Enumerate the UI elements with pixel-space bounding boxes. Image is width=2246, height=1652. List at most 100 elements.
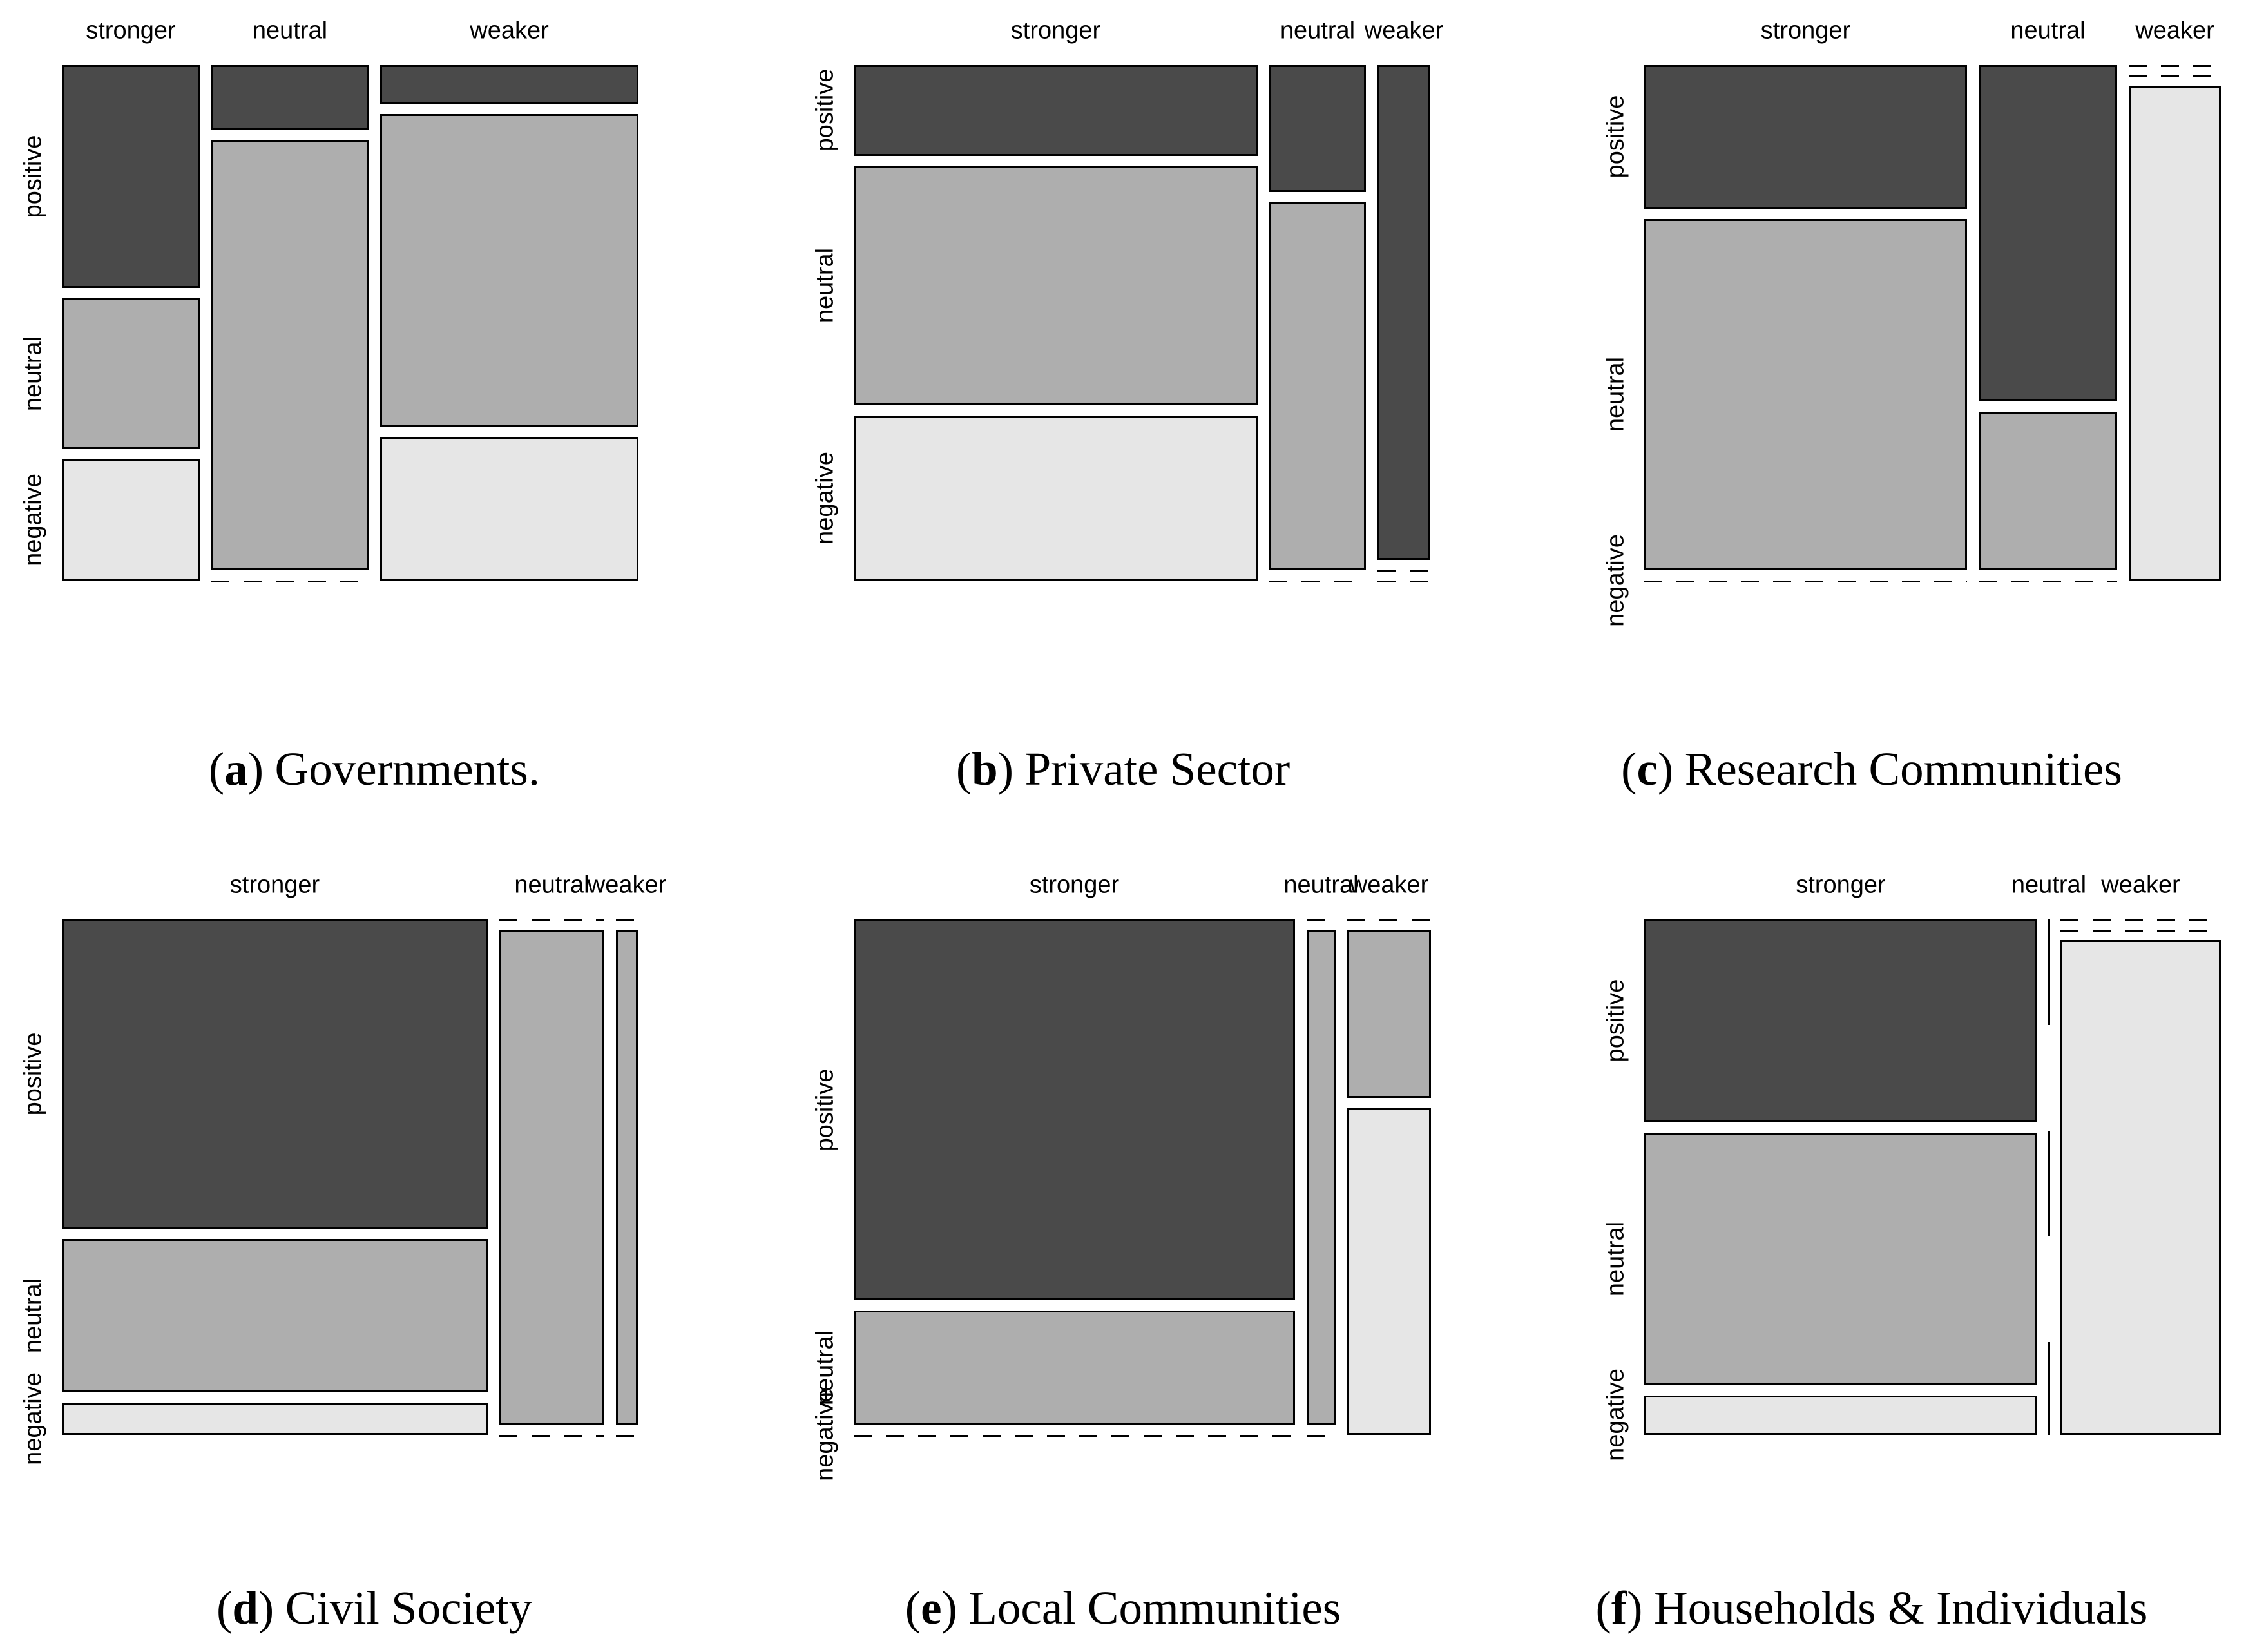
zero-cell-neutral-negative	[1269, 581, 1366, 582]
row-label-neutral: neutral	[1602, 356, 1629, 432]
caption-letter-d: d	[232, 1582, 258, 1634]
caption-letter-a: a	[224, 743, 248, 795]
col-label-stronger: stronger	[1029, 871, 1120, 899]
cell-weaker-positive	[1377, 65, 1430, 560]
col-label-neutral: neutral	[514, 871, 590, 899]
cell-neutral-neutral	[1269, 202, 1366, 570]
cell-weaker-positive	[380, 65, 638, 104]
cell-neutral-positive	[211, 65, 369, 130]
panel-b: stronger neutral weaker positive neutral nega…	[749, 0, 1497, 826]
cell-neutral-neutral	[499, 930, 604, 1425]
panel-caption-d: (d) Civil Society	[0, 1581, 749, 1635]
zero-cell-weaker-negative	[1377, 581, 1430, 582]
mosaic-plot-c: stronger neutral weaker positive neutral nega…	[1602, 17, 2221, 627]
open-paren: (	[905, 1582, 921, 1634]
caption-index-b: (b)	[956, 743, 1013, 795]
col-label-stronger: stronger	[1760, 17, 1851, 44]
zero-cell-weaker-neutral	[2129, 75, 2221, 77]
caption-text-e: Local Communities	[968, 1582, 1341, 1634]
close-paren: )	[1627, 1582, 1643, 1634]
col-label-stronger: stronger	[229, 871, 320, 899]
cell-stronger-neutral	[1644, 219, 1967, 570]
cell-stronger-positive	[854, 919, 1295, 1300]
mosaic-plot-f: stronger neutral weaker positive neutral nega…	[1602, 872, 2221, 1461]
caption-letter-f: f	[1611, 1582, 1627, 1634]
row-label-negative: negative	[1602, 534, 1629, 627]
close-paren: )	[997, 743, 1014, 795]
mosaic-plot-e: stronger neutral weaker positive neutral nega…	[812, 872, 1431, 1481]
zero-cell-weaker-positive	[2060, 919, 2221, 921]
panel-caption-e: (e) Local Communities	[749, 1581, 1497, 1635]
open-paren: (	[1595, 1582, 1611, 1634]
caption-letter-c: c	[1637, 743, 1658, 795]
row-label-positive: positive	[1602, 95, 1629, 178]
panel-d: stronger neutral weaker positive neutral nega…	[0, 826, 749, 1652]
row-label-positive: positive	[19, 1032, 47, 1116]
cell-stronger-neutral	[62, 298, 200, 449]
caption-index-a: (a)	[209, 743, 264, 795]
col-label-neutral: neutral	[1280, 17, 1356, 44]
row-label-negative: negative	[811, 452, 839, 544]
cell-neutral-neutral	[1979, 412, 2117, 570]
zero-cell-neutral-positive	[499, 919, 604, 921]
cell-stronger-negative	[1644, 1396, 2037, 1435]
col-label-neutral: neutral	[252, 17, 328, 44]
open-paren: (	[1621, 743, 1637, 795]
cell-stronger-negative	[62, 1403, 488, 1435]
zero-width-column-segment-neutral-2	[2048, 1342, 2050, 1435]
close-paren: )	[258, 1582, 274, 1634]
mosaic-plot-d: stronger neutral weaker positive neutral nega…	[20, 872, 667, 1465]
col-label-weaker: weaker	[2101, 871, 2180, 899]
cell-stronger-positive	[62, 65, 200, 288]
zero-cell-weaker-positive	[616, 919, 638, 921]
col-label-stronger: stronger	[1010, 17, 1101, 44]
col-label-weaker: weaker	[1349, 871, 1429, 899]
cell-stronger-neutral	[1644, 1133, 2037, 1385]
caption-text-d: Civil Society	[285, 1582, 532, 1634]
open-paren: (	[955, 743, 972, 795]
row-label-negative: negative	[811, 1388, 839, 1481]
zero-cell-weaker-negative	[616, 1435, 638, 1437]
zero-width-column-segment-neutral-1	[2048, 1131, 2050, 1236]
cell-weaker-negative	[1347, 1108, 1431, 1435]
cell-weaker-neutral	[1347, 930, 1431, 1098]
col-label-weaker: weaker	[587, 871, 667, 899]
row-label-neutral: neutral	[1602, 1221, 1629, 1297]
cell-weaker-neutral	[380, 114, 638, 427]
cell-stronger-positive	[854, 65, 1258, 156]
col-label-stronger: stronger	[1796, 871, 1886, 899]
zero-cell-neutral-negative	[211, 581, 369, 582]
caption-index-c: (c)	[1621, 743, 1673, 795]
caption-letter-b: b	[972, 743, 998, 795]
zero-cell-weaker-positive	[1347, 919, 1431, 921]
caption-letter-e: e	[921, 1582, 942, 1634]
cell-stronger-neutral	[854, 1311, 1295, 1425]
close-paren: )	[1657, 743, 1674, 795]
zero-cell-weaker-neutral	[1377, 570, 1430, 572]
panel-caption-f: (f) Households & Individuals	[1497, 1581, 2246, 1635]
col-label-weaker: weaker	[1364, 17, 1444, 44]
caption-text-b: Private Sector	[1024, 743, 1291, 795]
caption-text-c: Research Communities	[1684, 743, 2122, 795]
row-label-positive: positive	[19, 135, 47, 218]
col-label-stronger: stronger	[86, 17, 176, 44]
col-label-neutral: neutral	[2010, 17, 2086, 44]
row-label-positive: positive	[1602, 979, 1629, 1062]
cell-weaker-negative	[380, 437, 638, 581]
cell-weaker-neutral	[616, 930, 638, 1425]
panel-f: stronger neutral weaker positive neutral nega…	[1497, 826, 2246, 1652]
mosaic-plot-a: stronger neutral weaker positive neutral nega…	[20, 17, 638, 582]
panel-e: stronger neutral weaker positive neutral nega…	[749, 826, 1497, 1652]
panel-caption-a: (a) Governments.	[0, 742, 749, 796]
row-label-neutral: neutral	[811, 247, 839, 323]
cell-stronger-positive	[1644, 919, 2037, 1122]
panel-caption-b: (b) Private Sector	[749, 742, 1497, 796]
zero-cell-neutral-positive	[1307, 919, 1336, 921]
close-paren: )	[247, 743, 264, 795]
cell-stronger-negative	[854, 416, 1258, 581]
zero-cell-stronger-negative	[1644, 581, 1967, 582]
row-label-neutral: neutral	[19, 336, 47, 412]
row-label-negative: negative	[1602, 1369, 1629, 1461]
zero-cell-neutral-negative	[1307, 1435, 1336, 1437]
